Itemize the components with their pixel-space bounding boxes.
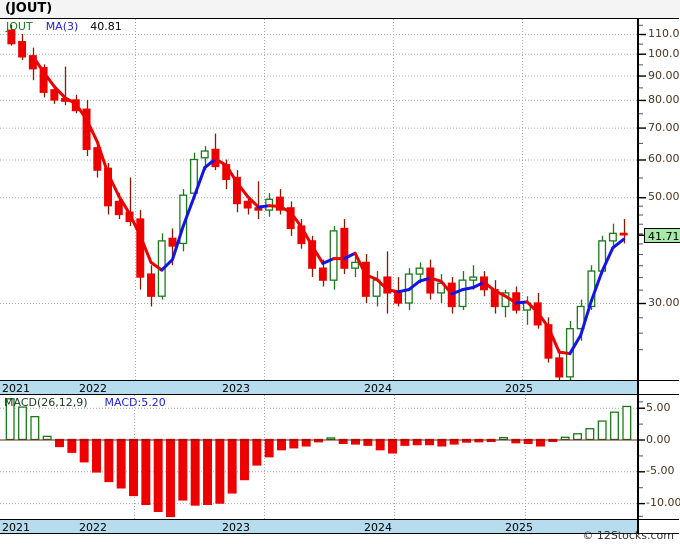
- price-y-axis: 110.00 100.00 90.00 80.00 70.00 60.00 50…: [637, 19, 680, 380]
- window-titlebar: (JOUT): [0, 0, 680, 18]
- macd-x-year-2021: 2021: [2, 521, 30, 534]
- y-axis-label-5: 60.00: [648, 152, 680, 166]
- macd-y-axis: 5.00 0.00 -5.00 -10.00: [637, 395, 680, 519]
- price-x-axis-corner: [637, 380, 679, 395]
- y-axis-label-0: 110.00: [648, 27, 680, 40]
- macd-x-year-2022: 2022: [79, 521, 107, 534]
- legend-macd-name: MACD(26,12,9): [4, 396, 88, 409]
- macd-x-year-2024: 2024: [364, 521, 392, 534]
- y-axis-label-4: 70.00: [648, 120, 680, 134]
- legend-symbol: JOUT: [6, 20, 33, 33]
- macd-y-label-0: 5.00: [646, 400, 671, 414]
- y-axis-label-7: 30.00: [648, 296, 680, 309]
- page-title: (JOUT): [5, 1, 53, 16]
- legend-ma-value: 40.81: [90, 20, 122, 33]
- macd-chart-canvas: [0, 395, 637, 519]
- price-legend: JOUT MA(3) 40.81: [6, 20, 122, 33]
- price-x-axis-year-band: 2021 2022 2023 2024 2025: [0, 380, 637, 395]
- price-chart-canvas: [0, 19, 637, 380]
- macd-y-label-1: 0.00: [646, 432, 671, 446]
- legend-ma-label: MA(3): [45, 20, 79, 33]
- last-price-badge: 41.71: [644, 227, 680, 243]
- macd-x-year-2025: 2025: [505, 521, 533, 534]
- y-axis-label-1: 100.00: [648, 46, 680, 60]
- macd-y-label-2: -5.00: [646, 464, 675, 478]
- macd-x-axis-year-band: 2021 2022 2023 2024 2025: [0, 519, 637, 534]
- watermark: © 12Stocks.com: [582, 529, 674, 542]
- macd-x-axis-corner: [637, 519, 679, 534]
- y-axis-label-3: 80.00: [648, 92, 680, 106]
- x-axis-year-2021: 2021: [2, 382, 30, 395]
- x-axis-year-2023: 2023: [222, 382, 250, 395]
- price-y-axis-ticks: [639, 24, 646, 351]
- macd-y-label-3: -10.00: [646, 496, 680, 510]
- x-axis-year-2024: 2024: [364, 382, 392, 395]
- legend-macd-value: MACD:5.20: [104, 396, 166, 409]
- x-axis-year-2025: 2025: [505, 382, 533, 395]
- y-axis-label-6: 50.00: [648, 190, 680, 204]
- macd-legend: MACD(26,12,9) MACD:5.20: [4, 396, 166, 409]
- macd-x-year-2023: 2023: [222, 521, 250, 534]
- y-axis-label-2: 90.00: [648, 68, 680, 82]
- macd-chart-panel[interactable]: [0, 395, 637, 519]
- x-axis-year-2022: 2022: [79, 382, 107, 395]
- price-chart-panel[interactable]: [0, 19, 637, 380]
- macd-y-axis-ticks: [639, 401, 645, 517]
